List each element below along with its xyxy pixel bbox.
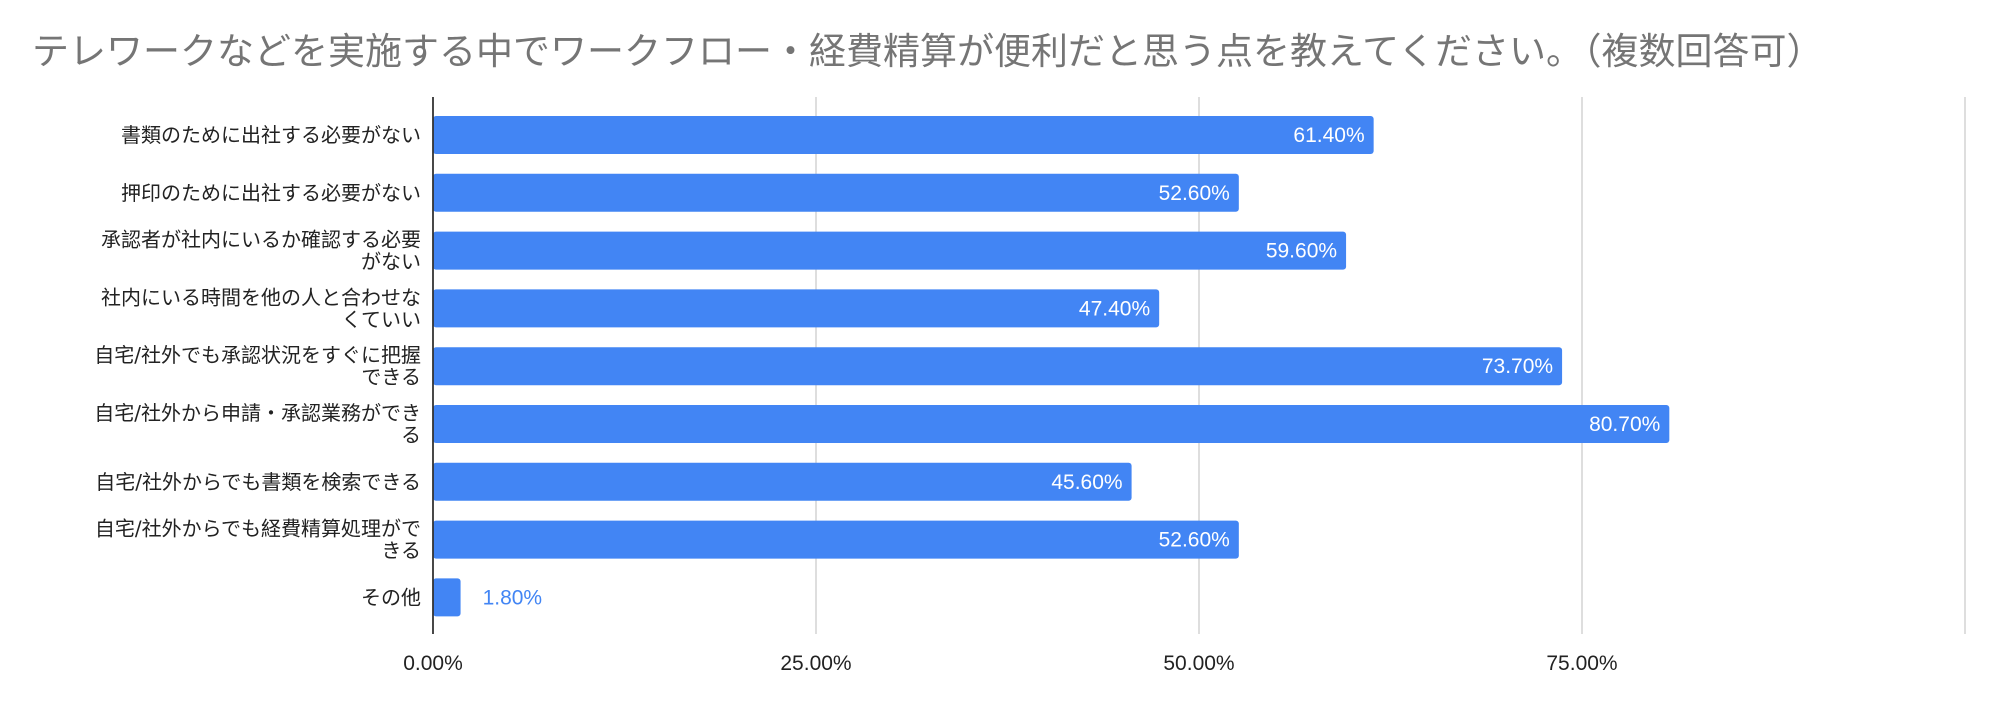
bar (433, 289, 1160, 328)
bar (433, 520, 1239, 559)
category-label: 承認者が社内にいるか確認する必要 (101, 228, 421, 252)
category-label: 自宅/社外からでも経費精算処理がで (95, 517, 421, 541)
x-tick-labels: 0.00% 25.00% 50.00% 75.00% (403, 652, 1617, 675)
bar (433, 578, 461, 617)
chart-title: テレワークなどを実施する中でワークフロー・経費精算が便利だと思う点を教えてくださ… (32, 30, 1824, 73)
category-label: 押印のために出社する必要がない (121, 181, 421, 205)
bar (433, 347, 1563, 386)
category-labels: 書類のために出社する必要がない押印のために出社する必要がない承認者が社内にいるか… (94, 123, 421, 609)
x-tick-label: 75.00% (1546, 652, 1617, 675)
x-tick-label: 50.00% (1163, 652, 1234, 675)
category-label: がない (361, 250, 421, 274)
bar (433, 462, 1132, 501)
category-label: る (401, 423, 421, 447)
category-label: 自宅/社外から申請・承認業務ができ (94, 401, 421, 425)
category-label: くていい (342, 307, 421, 331)
x-tick-label: 0.00% (403, 652, 463, 675)
data-label: 47.40% (1079, 297, 1150, 320)
data-label: 61.40% (1293, 124, 1364, 147)
category-label: その他 (361, 585, 421, 609)
category-label: 書類のために出社する必要がない (121, 123, 421, 147)
category-label: 自宅/社外でも承認状況をすぐに把握 (94, 343, 421, 367)
data-label: 73.70% (1482, 355, 1553, 378)
bars: 61.40% 52.60% 59.60% 47.40% 73.70% 80.70% 45.6… (433, 116, 1670, 617)
bar (433, 173, 1239, 212)
category-label: きる (381, 539, 421, 563)
data-label: 52.60% (1159, 182, 1230, 205)
bar (433, 116, 1374, 154)
category-label: できる (361, 365, 421, 389)
x-tick-label: 25.00% (780, 652, 851, 675)
category-label: 社内にいる時間を他の人と合わせな (101, 285, 421, 309)
data-label: 59.60% (1266, 240, 1337, 263)
category-label: 自宅/社外からでも書類を検索できる (95, 470, 421, 494)
data-label: 45.60% (1051, 471, 1122, 494)
bar (433, 405, 1670, 443)
data-label: 80.70% (1589, 413, 1660, 436)
bar (433, 231, 1347, 270)
data-label: 52.60% (1159, 529, 1230, 552)
data-label: 1.80% (483, 586, 543, 609)
